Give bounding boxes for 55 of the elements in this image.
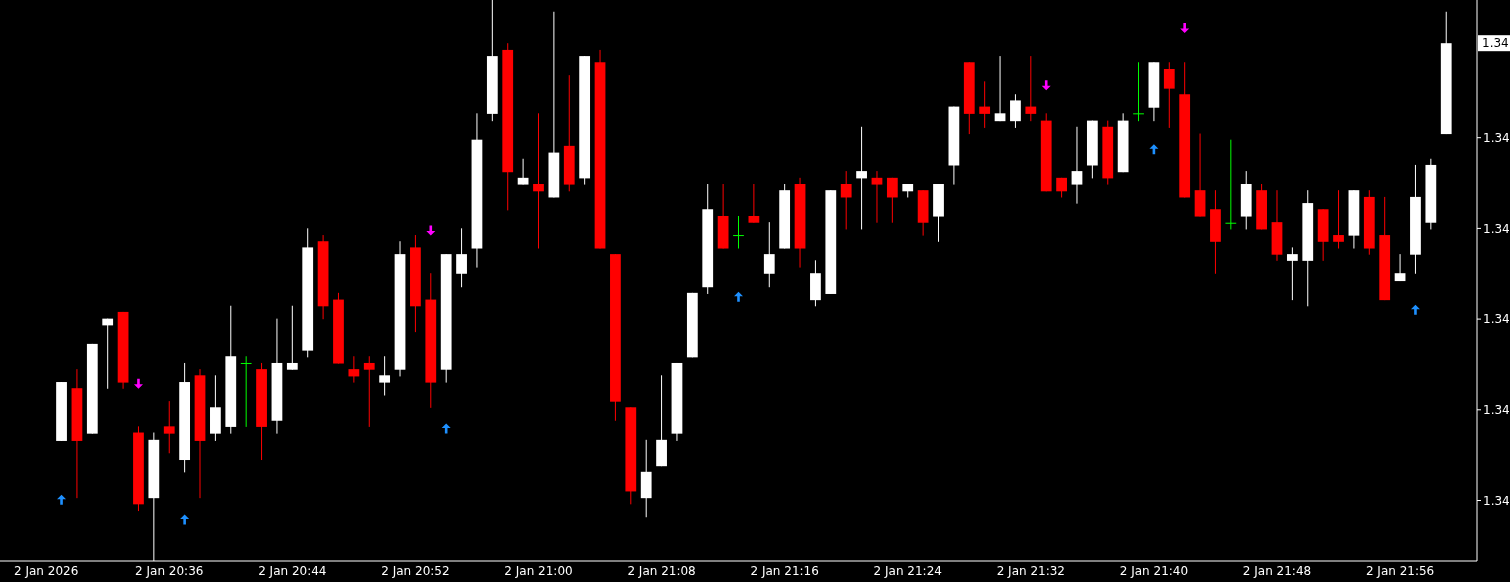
candlestick [856,126,867,230]
point [57,494,67,505]
x-tick-label: 2 Jan 21:48 [1242,564,1312,578]
point [1180,23,1190,34]
text: 1.34 [1483,493,1510,508]
text: 1.34 [1483,312,1510,327]
candlestick [348,355,360,384]
x-tick-label: 2 Jan 20:44 [258,564,327,578]
candlestick [1025,55,1037,122]
candlestick [840,170,852,230]
x-tick-label: 2 Jan 2026 [14,564,79,578]
x-tick-label: 2 Jan 21:08 [627,564,696,578]
candlestick [240,355,252,428]
point [441,423,451,434]
candlestick [286,305,298,371]
candlestick [994,55,1006,122]
x-tick-label: 2 Jan 20:52 [381,564,450,578]
candlestick [456,227,467,288]
candlestick [379,355,391,397]
text: 1.34 [1483,403,1510,417]
x-tick-label: 2 Jan 21:56 [1365,564,1435,578]
x-tick-label: 2 Jan 21:40 [1119,564,1189,578]
candlestick [517,158,529,186]
candlestick [102,318,114,390]
candlestick [533,112,544,250]
candlestick [363,355,375,428]
point [1410,304,1420,315]
point [1041,80,1051,91]
point [180,514,190,525]
x-tick-label: 2 Jan 21:32 [996,564,1065,578]
candlestick [733,215,744,250]
candlestick [1071,126,1083,205]
point [133,378,143,389]
text: 1.34 [1482,36,1509,51]
candlestick [1225,139,1237,230]
candlestick [1163,61,1175,129]
point [426,225,436,236]
point [734,291,743,302]
candlestick [748,183,760,224]
text: 1.34 [1483,221,1510,236]
text: 1.34 [1483,130,1510,145]
candlestick [163,400,175,454]
candlestick [1133,61,1144,122]
candlestick [1333,189,1344,250]
candlestick [979,80,991,129]
candlestick [886,177,898,224]
candlestick [1286,246,1298,301]
candlestick [763,221,775,288]
x-tick-label: 2 Jan 21:24 [873,564,942,578]
x-tick-label: 2 Jan 21:00 [504,564,573,578]
x-tick-label: 2 Jan 21:16 [750,564,819,578]
candlestick [1394,253,1406,282]
candlestick [1010,93,1021,129]
x-tick-label: 2 Jan 20:36 [135,564,204,578]
candlestick [871,170,883,224]
